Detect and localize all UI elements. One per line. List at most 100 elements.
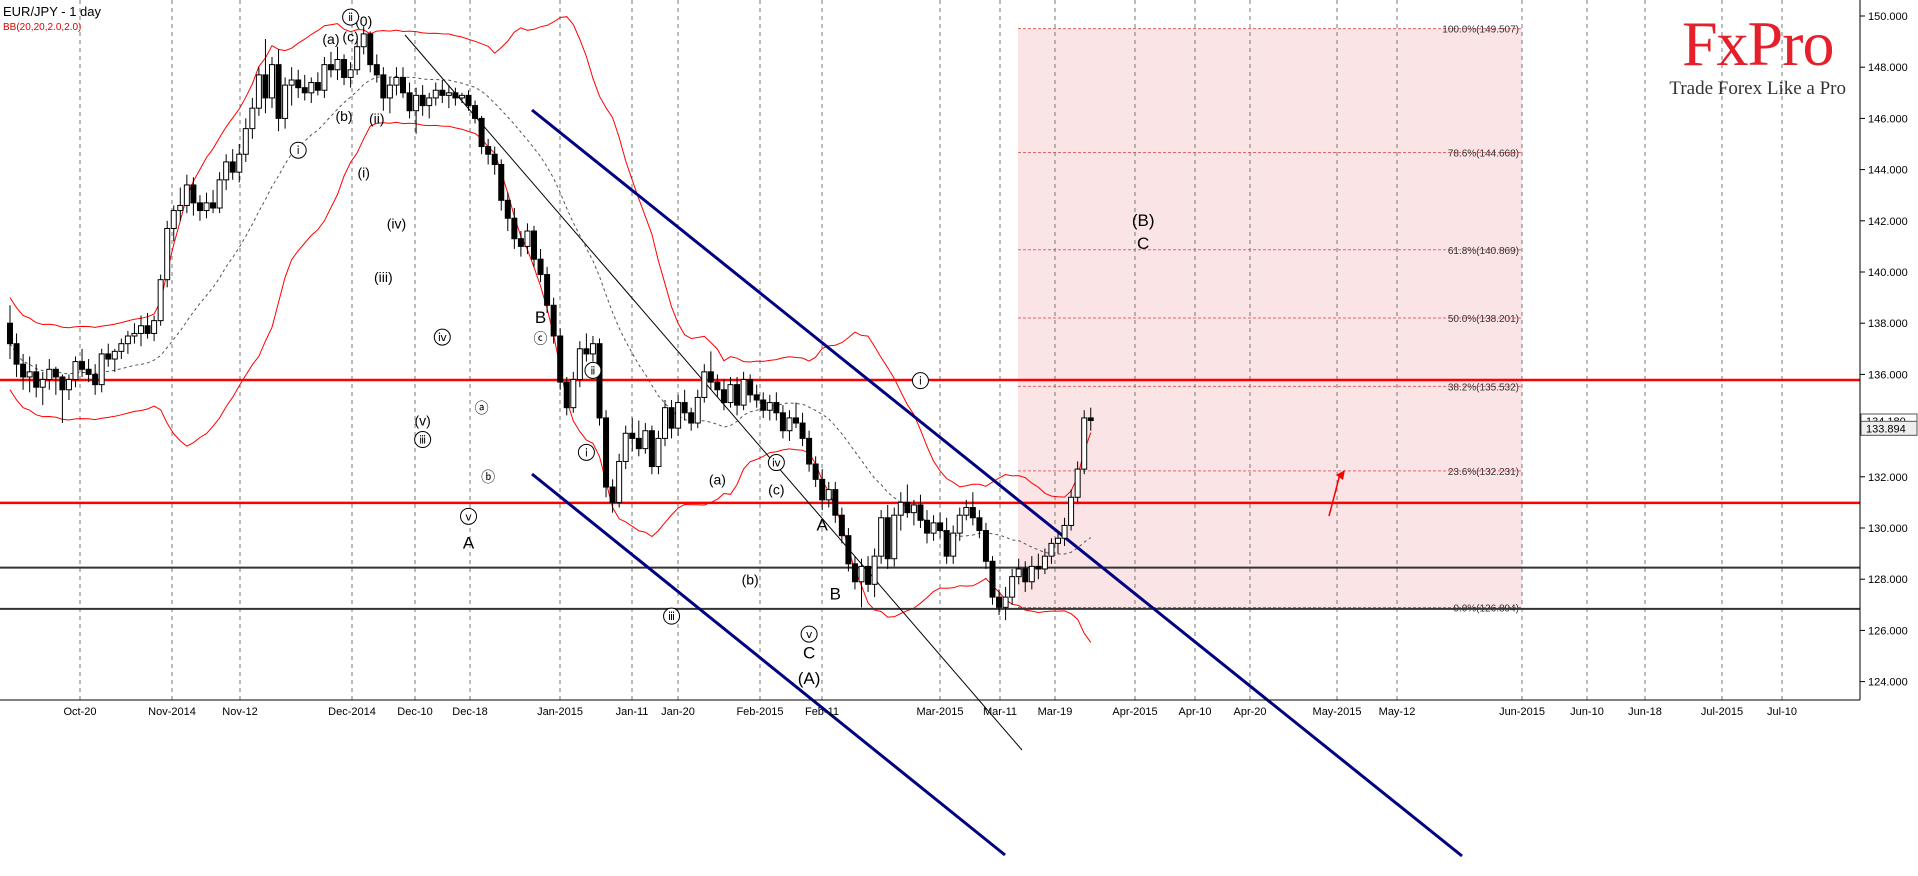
fib-level-label: 100.0%(149.507) [1442,25,1519,36]
candle-body [236,153,243,173]
candle [118,338,125,360]
fibonacci-zone: 100.0%(149.507) 78.6%(144.668) 61.8%(140.8… [1018,25,1522,615]
wave-labels: (0) ⅰ (a) (b) (c) ⅱ (i) (ii) (iv) (iii) ⅳ (v) ⅲ ⓐ ⓑ ⅴ A B… [289,8,1155,688]
candle [52,366,59,395]
x-tick-label: Mar-19 [1038,706,1073,718]
horizontal-levels [0,378,1860,610]
candle [46,359,53,390]
candle-body [177,204,184,212]
candle [563,376,570,416]
candle-body [386,84,393,99]
wave-label-text: (ii) [369,111,385,127]
candle [426,92,433,119]
candle [825,481,832,508]
wave-label: (0) [355,13,372,29]
candle-body [662,407,668,439]
candle-body [1068,496,1075,526]
candle-body [360,33,367,48]
wave-label-text: (a) [709,471,726,487]
candle-body [806,437,813,465]
x-tick-label: Apr-10 [1178,706,1211,718]
candle-body [727,384,734,404]
wave-label: (c) [768,482,784,498]
y-tick-label: 136.000 [1868,369,1908,381]
candle-body [1081,417,1088,470]
candle [799,412,806,447]
candle [255,67,262,116]
candle-body [458,94,465,99]
candle-body [675,402,682,429]
candle-body [413,94,420,112]
candle-body [151,320,158,334]
price-tag-label: 133.894 [1866,423,1906,435]
wave-label: (B) [1132,211,1155,230]
candle [910,499,917,526]
candle-body [144,325,151,334]
candle-body [92,373,99,386]
candle-body [838,514,845,537]
candle-body [963,507,970,516]
candle-body [472,105,479,119]
candle [65,374,72,400]
wave-label: A [817,516,829,535]
fib-level-label: 38.2%(135.532) [1448,382,1519,393]
candle-body [1015,568,1022,578]
y-tick-label: 148.000 [1868,62,1908,74]
brand-name: FxPro [1681,8,1834,79]
candle [491,146,498,175]
candle-body [596,343,603,419]
candle-body [314,82,321,91]
candle [458,92,465,104]
candle-body [819,478,826,501]
candle-body [825,489,832,501]
x-tick-label: May-2015 [1313,706,1362,718]
candle-body [851,563,858,583]
candle-body [65,379,72,391]
candle [1002,586,1009,621]
candle [138,315,144,347]
candle-body [779,412,786,432]
y-tick-label: 146.000 [1868,113,1908,125]
candle [1041,548,1048,575]
candle-body [622,432,629,462]
candle [419,85,426,116]
x-tick-label: Mar-2015 [916,706,963,718]
candle [596,338,603,426]
candle-body [491,153,498,165]
candle-body [39,379,46,388]
x-tick-label: Jan-2015 [537,706,583,718]
candle-body [996,596,1003,608]
candle [727,376,734,408]
x-tick-label: Feb-2015 [736,706,783,718]
wave-label: (i) [357,164,369,180]
wave-label-text: ⓒ [534,331,548,347]
candle-body [164,227,171,281]
candle [557,328,564,390]
candle [871,548,878,598]
wave-label: ⅴ [800,625,818,643]
x-tick-label: Nov-12 [222,706,257,718]
candle-body [262,74,269,99]
candle [183,174,190,214]
candle [531,225,537,267]
candle-body [157,279,164,322]
candle [164,220,171,288]
candle [884,504,891,569]
candle [223,154,230,191]
candle [583,333,590,362]
candle [570,371,577,413]
candle-body [550,304,557,337]
candle [432,82,439,106]
candle [766,394,773,421]
candle-body [1074,468,1081,498]
y-tick-label: 144.000 [1868,165,1908,177]
wave-label: (ii) [369,111,385,127]
candle [845,528,852,572]
candle [7,305,13,360]
wave-label-text: (B) [1132,211,1155,230]
wave-label-text: ⅱ [348,12,353,24]
x-tick-label: Jul-2015 [1701,706,1743,718]
y-tick-label: 138.000 [1868,318,1908,330]
x-tick-label: Nov-2014 [148,706,196,718]
candle [622,425,629,470]
